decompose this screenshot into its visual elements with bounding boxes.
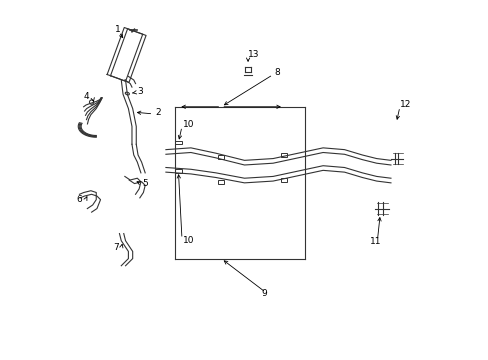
Text: 3: 3 xyxy=(137,87,143,96)
Text: 6: 6 xyxy=(76,195,82,204)
Text: 11: 11 xyxy=(369,237,381,246)
Text: 13: 13 xyxy=(247,50,259,59)
Text: 5: 5 xyxy=(142,179,148,188)
Text: 10: 10 xyxy=(183,120,194,129)
Text: 8: 8 xyxy=(274,68,280,77)
Text: 2: 2 xyxy=(155,108,161,117)
Text: 4: 4 xyxy=(83,91,89,100)
Bar xyxy=(280,153,286,157)
Bar xyxy=(175,169,181,173)
Bar xyxy=(218,155,224,158)
Text: 12: 12 xyxy=(399,100,410,109)
Bar xyxy=(175,141,181,144)
Text: 7: 7 xyxy=(113,243,119,252)
Text: 9: 9 xyxy=(261,289,266,298)
Bar xyxy=(280,178,286,182)
Text: 10: 10 xyxy=(183,235,194,244)
Text: 1: 1 xyxy=(114,26,120,35)
Bar xyxy=(218,180,224,184)
